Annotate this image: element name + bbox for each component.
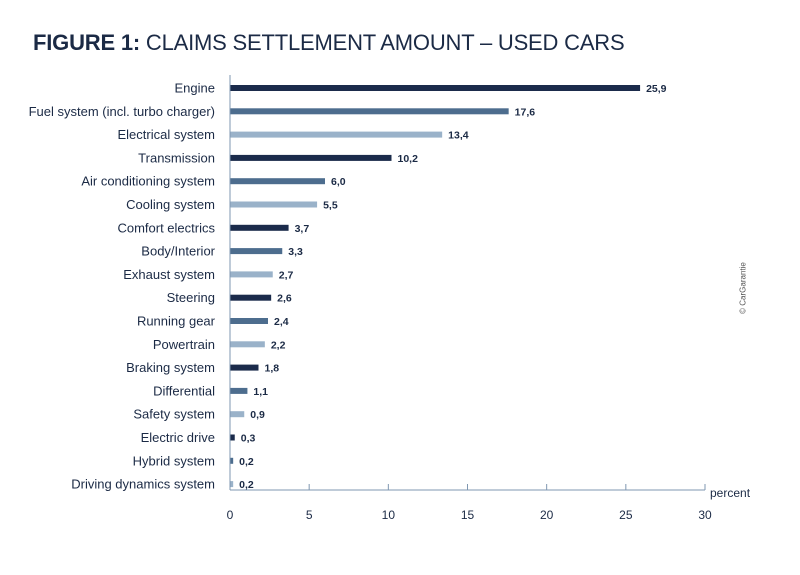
bar-7 <box>230 248 283 255</box>
x-tick-label-5: 25 <box>619 508 633 522</box>
category-label-5: Cooling system <box>126 197 215 212</box>
category-label-8: Exhaust system <box>123 267 215 282</box>
x-tick-label-3: 15 <box>461 508 475 522</box>
value-label-6: 3,7 <box>295 223 310 235</box>
category-label-14: Safety system <box>133 407 215 422</box>
x-tick-label-4: 20 <box>540 508 554 522</box>
category-label-10: Running gear <box>137 314 216 329</box>
category-label-0: Engine <box>175 81 215 96</box>
bar-12 <box>230 364 259 371</box>
bars-group: Engine 25,9 Fuel system (incl. turbo charg… <box>29 81 667 492</box>
bar-3 <box>230 154 392 161</box>
value-label-11: 2,2 <box>271 339 286 351</box>
x-tick-label-1: 5 <box>306 508 313 522</box>
value-label-5: 5,5 <box>323 200 338 212</box>
chart-title-text: CLAIMS SETTLEMENT AMOUNT – USED CARS <box>145 30 625 55</box>
value-label-1: 17,6 <box>515 106 536 118</box>
value-label-14: 0,9 <box>250 409 265 421</box>
bar-1 <box>230 108 509 115</box>
value-label-2: 13,4 <box>448 130 469 142</box>
chart-title-prefix: FIGURE 1: <box>33 30 140 55</box>
value-label-0: 25,9 <box>646 83 667 95</box>
bar-6 <box>230 224 289 231</box>
bar-17 <box>230 481 234 488</box>
bar-9 <box>230 294 272 301</box>
bar-0 <box>230 85 641 91</box>
category-label-11: Powertrain <box>153 337 215 352</box>
axes-group: 0 5 10 15 20 25 30 percent <box>227 75 751 522</box>
category-label-2: Electrical system <box>117 127 215 142</box>
value-label-4: 6,0 <box>331 176 346 188</box>
category-label-9: Steering <box>167 290 215 305</box>
bar-4 <box>230 178 325 185</box>
value-label-17: 0,2 <box>239 479 254 491</box>
value-label-7: 3,3 <box>288 246 303 258</box>
category-label-7: Body/Interior <box>141 244 215 259</box>
category-label-15: Electric drive <box>141 430 215 445</box>
category-label-17: Driving dynamics system <box>71 477 215 492</box>
category-label-3: Transmission <box>138 150 215 165</box>
bar-2 <box>230 131 443 138</box>
x-tick-label-2: 10 <box>382 508 396 522</box>
category-label-6: Comfort electrics <box>117 220 215 235</box>
value-label-9: 2,6 <box>277 293 292 305</box>
bar-10 <box>230 318 268 324</box>
bar-5 <box>230 201 318 208</box>
bar-11 <box>230 341 265 348</box>
value-label-10: 2,4 <box>274 316 289 328</box>
value-label-8: 2,7 <box>279 269 294 281</box>
value-label-15: 0,3 <box>241 433 256 445</box>
category-label-1: Fuel system (incl. turbo charger) <box>29 104 215 119</box>
bar-14 <box>230 411 245 418</box>
x-axis-unit-label: percent <box>710 486 751 500</box>
x-tick-label-6: 30 <box>698 508 712 522</box>
category-label-4: Air conditioning system <box>81 174 215 189</box>
bar-15 <box>230 434 235 441</box>
category-label-12: Braking system <box>126 360 215 375</box>
category-label-16: Hybrid system <box>133 453 215 468</box>
bar-8 <box>230 271 273 278</box>
value-label-12: 1,8 <box>265 363 280 375</box>
bar-13 <box>230 387 248 394</box>
category-label-13: Differential <box>153 383 215 398</box>
copyright-credit: © CarGarantie <box>738 262 748 314</box>
value-label-3: 10,2 <box>398 153 419 165</box>
bar-16 <box>230 457 234 464</box>
value-label-13: 1,1 <box>253 386 268 398</box>
value-label-16: 0,2 <box>239 456 254 468</box>
chart-title: FIGURE 1: CLAIMS SETTLEMENT AMOUNT – USE… <box>33 30 625 56</box>
x-tick-label-0: 0 <box>227 508 234 522</box>
